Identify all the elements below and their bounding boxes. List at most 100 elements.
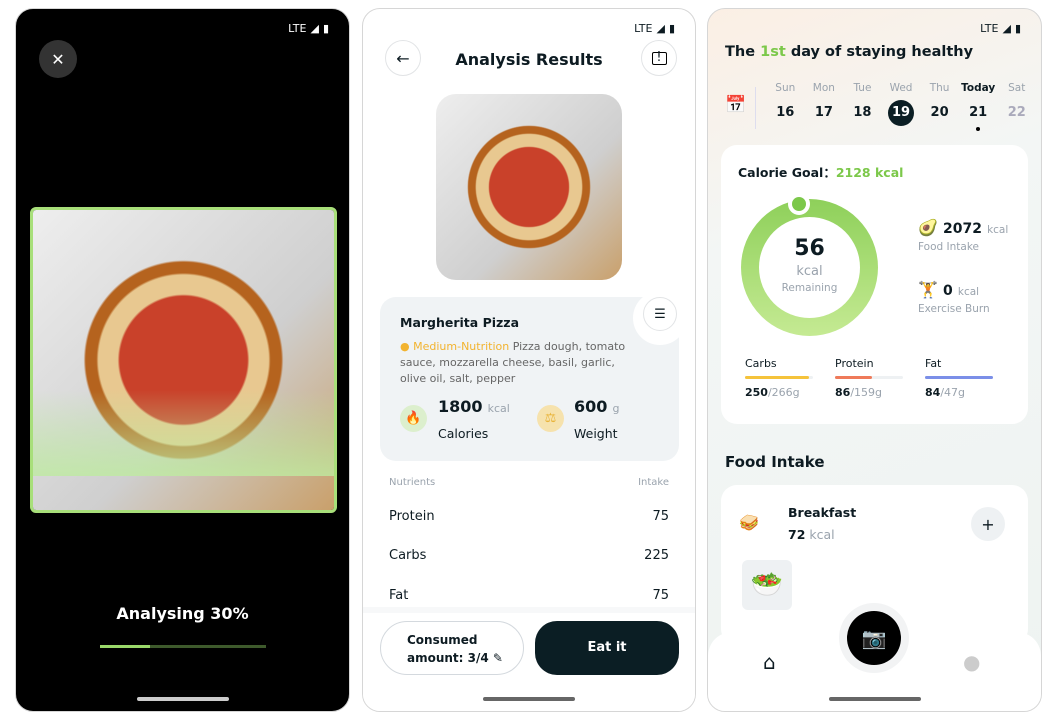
ring-center: 56 kcal Remaining [759, 217, 860, 318]
macro-name: Fat [925, 357, 942, 370]
section-title: Food Intake [725, 453, 825, 471]
divider [755, 87, 756, 129]
remaining-unit: kcal [796, 264, 823, 279]
macro-goal: /47g [940, 386, 965, 399]
intake-unit: kcal [987, 224, 1009, 236]
day-number: 21 [969, 105, 988, 120]
meal-thumbnail[interactable]: 🥗 [742, 560, 792, 610]
calories-value: 1800 [438, 397, 483, 416]
table-row: Carbs 225 [389, 548, 669, 563]
pencil-icon: ✎ [492, 651, 503, 665]
day-label: Tue [853, 82, 872, 94]
macro-current: 84 [925, 386, 941, 399]
calories-stat: 1800 kcal Calories [438, 397, 510, 441]
weightlifter-icon: 🏋 [918, 280, 938, 299]
macros-row: Carbs 250/266g Protein 86/159g Fat 84/47g [745, 357, 1015, 399]
nutrient-value: 75 [652, 509, 669, 524]
remaining-label: Remaining [781, 282, 838, 294]
progress-label: Analysing 30% [116, 604, 249, 623]
add-meal-button[interactable]: + [971, 507, 1005, 541]
status-bar: LTE ◢ ▮ [288, 22, 329, 35]
battery-icon: ▮ [1014, 22, 1021, 35]
macro-bar-fill [745, 376, 809, 379]
progress-fill [100, 645, 150, 648]
week-strip: Sun 16 Mon 17 Tue 18 Wed 19 Thu 20 Today 21 Sat 22 [766, 82, 1036, 132]
nav-home[interactable]: ⌂ [763, 650, 776, 674]
close-button[interactable]: ✕ [39, 40, 77, 78]
consumed-amount-button[interactable]: Consumed amount: 3/4 ✎ [380, 621, 524, 675]
signal-icon: ◢ [310, 22, 319, 35]
day-tue[interactable]: Tue 18 [843, 82, 882, 132]
day-mon[interactable]: Mon 17 [805, 82, 844, 132]
back-button[interactable]: ← [385, 40, 421, 76]
macro-goal: /159g [850, 386, 882, 399]
page-title: Analysis Results [455, 50, 603, 69]
arrow-left-icon: ← [396, 48, 410, 68]
day-wed[interactable]: Wed 19 [882, 82, 921, 132]
signal-icon: ◢ [656, 22, 665, 35]
macro-bar [925, 376, 993, 379]
eat-it-button[interactable]: Eat it [535, 621, 679, 675]
goal-label: Calorie Goal： [738, 165, 836, 180]
exercise-burn-stat: 🏋 0 kcal Exercise Burn [918, 280, 990, 315]
macro-name: Protein [835, 357, 874, 370]
title-highlight: 1st [760, 44, 786, 60]
day-today[interactable]: Today 21 [959, 82, 998, 132]
consumed-value: amount: 3/4 [407, 651, 489, 665]
weight-stat: 600 g Weight [574, 397, 619, 441]
ring-knob [788, 193, 810, 215]
nutrient-name: Protein [389, 509, 435, 524]
food-image [436, 94, 622, 280]
scan-overlay [33, 390, 334, 476]
ingredients: Pizza dough, tomato sauce, mozzarella ch… [400, 340, 626, 385]
sliders-icon: ☰ [654, 306, 666, 322]
day-label: Today [961, 82, 996, 94]
network-label: LTE [634, 22, 653, 35]
camera-button[interactable]: 📷 [847, 611, 901, 665]
food-intake-stat: 🥑 2072 kcal Food Intake [918, 218, 1008, 253]
nutrient-name: Carbs [389, 548, 427, 563]
close-icon: ✕ [51, 49, 65, 69]
greeting-title: The 1st day of staying healthy [725, 44, 973, 60]
day-sun[interactable]: Sun 16 [766, 82, 805, 132]
day-number: 22 [1007, 105, 1026, 120]
macro-name: Carbs [745, 357, 777, 370]
header-intake: Intake [638, 477, 669, 488]
day-label: Sat [1008, 82, 1026, 94]
day-label: Thu [929, 82, 950, 94]
burn-value: 0 [943, 283, 953, 299]
nav-profile[interactable]: ● [963, 650, 981, 674]
nutrient-value: 225 [644, 548, 669, 563]
avocado-icon: 🥑 [918, 218, 938, 237]
status-bar: LTE ◢ ▮ [980, 22, 1021, 35]
battery-icon: ▮ [668, 22, 675, 35]
burn-unit: kcal [957, 286, 980, 298]
day-sat[interactable]: Sat 22 [997, 82, 1036, 132]
day-number: 19 [888, 100, 915, 126]
day-label: Sun [775, 82, 796, 94]
nutrient-name: Fat [389, 588, 409, 603]
calorie-ring: 56 kcal Remaining [741, 193, 878, 336]
calories-label: Calories [438, 426, 489, 441]
feedback-icon: ! [651, 51, 667, 65]
plus-icon: + [981, 514, 995, 534]
home-indicator [828, 697, 921, 701]
calendar-icon[interactable]: 📅 [725, 95, 747, 115]
goal-value: 2128 kcal [835, 165, 904, 180]
camera-icon: 📷 [861, 626, 887, 650]
neutral-face-icon: ● [400, 340, 410, 353]
calories-unit: kcal [487, 402, 510, 415]
macro-current: 250 [745, 386, 768, 399]
macro-goal: /266g [767, 386, 800, 399]
burn-label: Exercise Burn [918, 303, 990, 315]
salad-icon: 🥗 [750, 570, 784, 600]
remaining-value: 56 [794, 236, 825, 261]
weight-icon: ⚖ [537, 405, 564, 432]
report-button[interactable]: ! [641, 40, 677, 76]
meal-kcal-unit: kcal [809, 527, 835, 542]
day-number: 18 [853, 105, 872, 120]
macro-current: 86 [835, 386, 851, 399]
table-row: Fat 75 [389, 588, 669, 603]
adjust-button[interactable]: ☰ [643, 297, 677, 331]
day-thu[interactable]: Thu 20 [920, 82, 959, 132]
